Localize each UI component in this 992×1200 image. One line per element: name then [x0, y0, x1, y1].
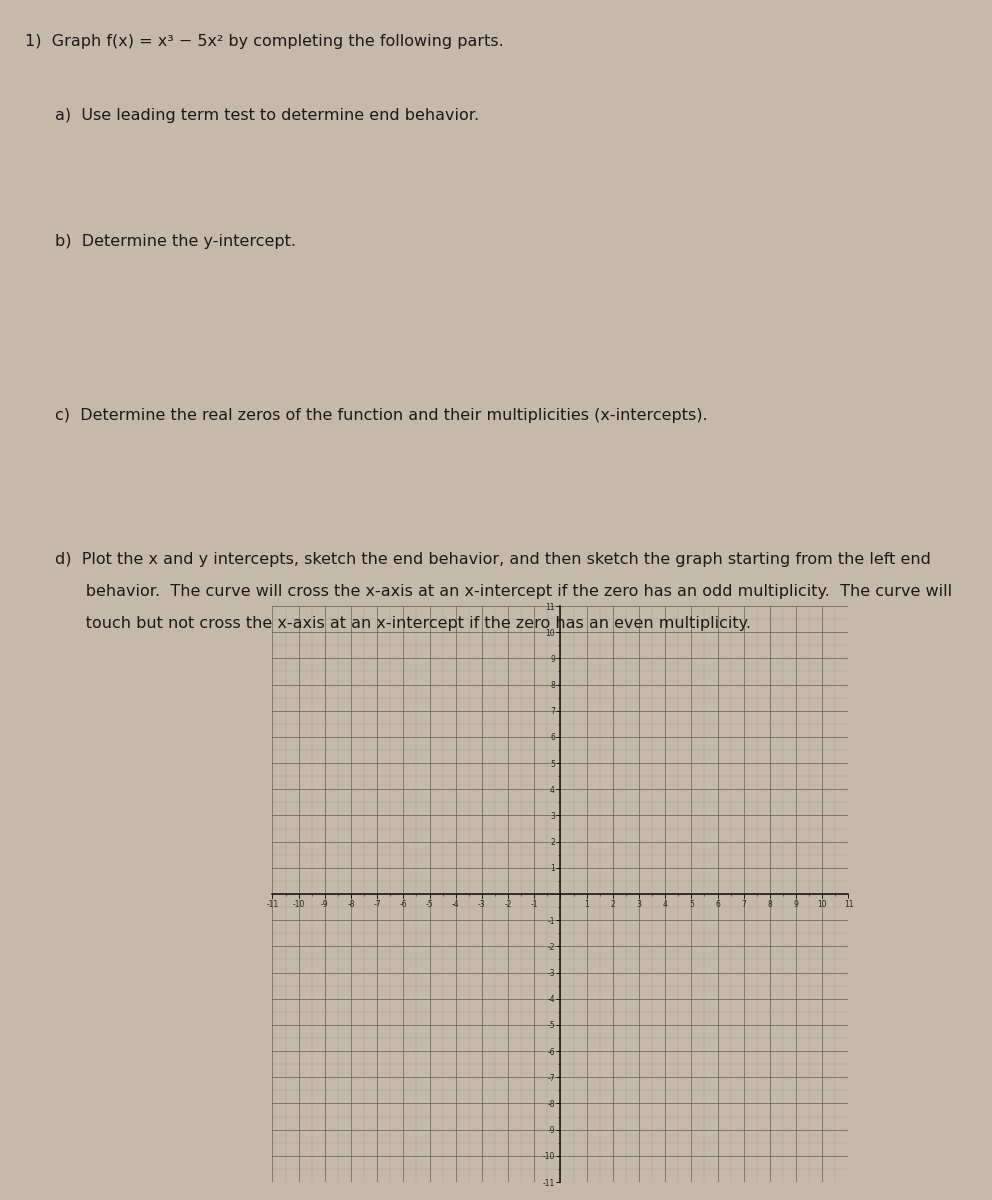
Text: touch but not cross the x-axis at an x-intercept if the zero has an even multipl: touch but not cross the x-axis at an x-i…: [55, 616, 751, 631]
Text: c)  Determine the real zeros of the function and their multiplicities (x-interce: c) Determine the real zeros of the funct…: [55, 408, 707, 422]
Text: b)  Determine the y-intercept.: b) Determine the y-intercept.: [55, 234, 296, 248]
Text: a)  Use leading term test to determine end behavior.: a) Use leading term test to determine en…: [55, 108, 479, 122]
Text: behavior.  The curve will cross the x-axis at an x-intercept if the zero has an : behavior. The curve will cross the x-axi…: [55, 584, 951, 599]
Text: d)  Plot the x and y intercepts, sketch the end behavior, and then sketch the gr: d) Plot the x and y intercepts, sketch t…: [55, 552, 930, 566]
Text: 1)  Graph f(x) = x³ − 5x² by completing the following parts.: 1) Graph f(x) = x³ − 5x² by completing t…: [25, 34, 504, 49]
